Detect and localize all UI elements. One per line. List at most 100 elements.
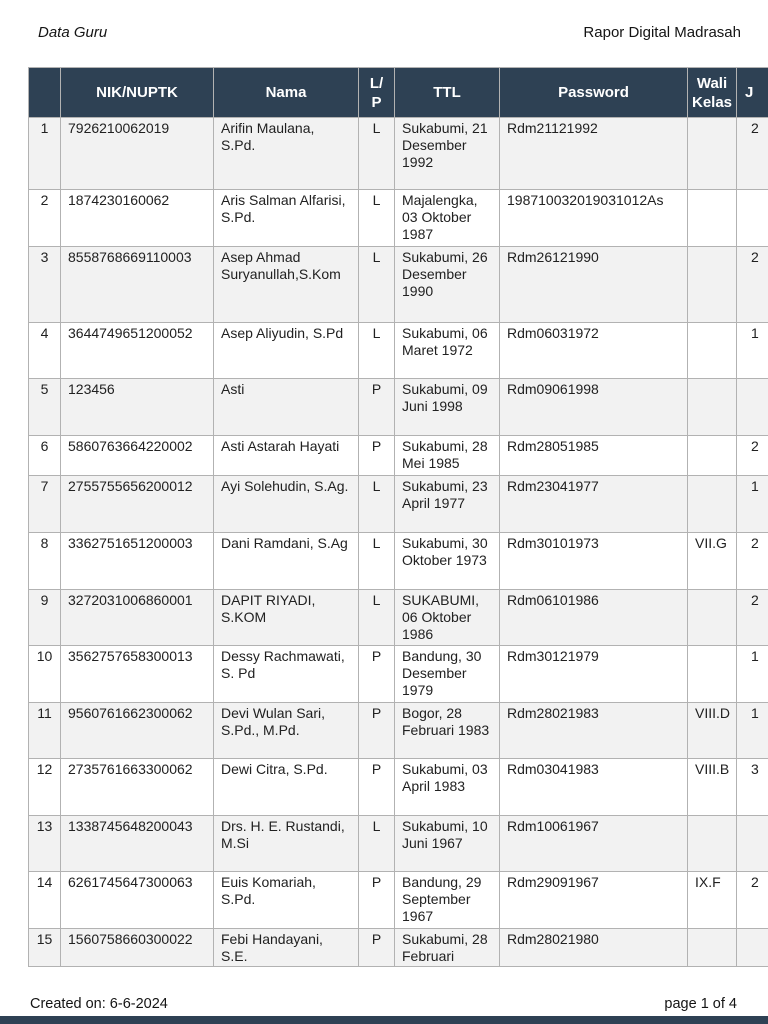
cell-lp: L <box>358 246 395 323</box>
cell-ttl: Sukabumi, 10 Juni 1967 <box>394 815 500 872</box>
col-header-nik: NIK/NUPTK <box>60 67 214 118</box>
cell-no: 7 <box>28 475 61 533</box>
table-row: 15 1560758660300022 Febi Handayani, S.E. P S… <box>28 928 768 966</box>
guru-table: NIK/NUPTK Nama L/P TTL Password Wali Kel… <box>28 67 768 966</box>
cell-lp: P <box>358 645 395 703</box>
col-header-wali-kelas: Wali Kelas <box>687 67 737 118</box>
table-row: 11 9560761662300062 Devi Wulan Sari, S.Pd.… <box>28 702 768 759</box>
cell-nama: Aris Salman Alfarisi, S.Pd. <box>213 189 359 247</box>
next-page-header-bar <box>0 1016 768 1024</box>
cell-nik: 9560761662300062 <box>60 702 214 759</box>
col-header-no <box>28 67 61 118</box>
cell-lp: P <box>358 435 395 476</box>
cell-password: Rdm09061998 <box>499 378 688 436</box>
cell-ttl: Sukabumi, 28 Februari <box>394 928 500 966</box>
cell-nama: DAPIT RIYADI, S.KOM <box>213 589 359 646</box>
guru-table-container: NIK/NUPTK Nama L/P TTL Password Wali Kel… <box>28 67 768 967</box>
table-row: 8 3362751651200003 Dani Ramdani, S.Ag L Suka… <box>28 532 768 590</box>
cell-ttl: Bandung, 30 Desember 1979 <box>394 645 500 703</box>
guru-table-body: 1 7926210062019 Arifin Maulana, S.Pd. L Suka… <box>28 117 768 966</box>
table-row: 2 1874230160062 Aris Salman Alfarisi, S.Pd… <box>28 189 768 247</box>
cell-password: Rdm06031972 <box>499 322 688 379</box>
cell-ttl: Sukabumi, 26 Desember 1990 <box>394 246 500 323</box>
cell-nama: Dewi Citra, S.Pd. <box>213 758 359 816</box>
table-row: 12 2735761663300062 Dewi Citra, S.Pd. P Suka… <box>28 758 768 816</box>
cell-password: Rdm30121979 <box>499 645 688 703</box>
cell-wali_kelas <box>687 117 737 190</box>
col-header-jml: J <box>736 67 768 118</box>
cell-lp: L <box>358 322 395 379</box>
cell-no: 3 <box>28 246 61 323</box>
cell-jml: 2 <box>736 117 768 190</box>
cell-password: 198710032019031012As <box>499 189 688 247</box>
cell-nama: Euis Komariah, S.Pd. <box>213 871 359 929</box>
cell-wali_kelas <box>687 435 737 476</box>
doc-title: Data Guru <box>38 24 108 41</box>
cell-wali_kelas: IX.F <box>687 871 737 929</box>
col-header-lp: L/P <box>358 67 395 118</box>
cell-no: 11 <box>28 702 61 759</box>
cell-password: Rdm21121992 <box>499 117 688 190</box>
cell-wali_kelas <box>687 189 737 247</box>
cell-jml: 1 <box>736 322 768 379</box>
cell-nama: Dessy Rachmawati, S. Pd <box>213 645 359 703</box>
table-row: 10 3562757658300013 Dessy Rachmawati, S. P… <box>28 645 768 703</box>
cell-nama: Ayi Solehudin, S.Ag. <box>213 475 359 533</box>
app-title: Rapor Digital Madrasah <box>583 24 741 41</box>
cell-wali_kelas <box>687 378 737 436</box>
cell-no: 8 <box>28 532 61 590</box>
cell-nama: Asti <box>213 378 359 436</box>
cell-nik: 3644749651200052 <box>60 322 214 379</box>
cell-ttl: SUKABUMI, 06 Oktober 1986 <box>394 589 500 646</box>
cell-password: Rdm28051985 <box>499 435 688 476</box>
cell-jml: 3 <box>736 758 768 816</box>
cell-nik: 7926210062019 <box>60 117 214 190</box>
cell-jml: 2 <box>736 435 768 476</box>
cell-jml <box>736 815 768 872</box>
cell-nama: Febi Handayani, S.E. <box>213 928 359 966</box>
cell-nik: 3272031006860001 <box>60 589 214 646</box>
cell-nik: 2755755656200012 <box>60 475 214 533</box>
cell-nama: Arifin Maulana, S.Pd. <box>213 117 359 190</box>
cell-password: Rdm29091967 <box>499 871 688 929</box>
table-row: 6 5860763664220002 Asti Astarah Hayati P Suk… <box>28 435 768 476</box>
cell-wali_kelas <box>687 246 737 323</box>
cell-nama: Devi Wulan Sari, S.Pd., M.Pd. <box>213 702 359 759</box>
cell-jml: 2 <box>736 532 768 590</box>
table-row: 1 7926210062019 Arifin Maulana, S.Pd. L Suka… <box>28 117 768 190</box>
cell-jml: 2 <box>736 589 768 646</box>
col-header-password: Password <box>499 67 688 118</box>
cell-lp: L <box>358 589 395 646</box>
col-header-nama: Nama <box>213 67 359 118</box>
cell-lp: L <box>358 815 395 872</box>
cell-no: 6 <box>28 435 61 476</box>
cell-no: 13 <box>28 815 61 872</box>
table-row: 4 3644749651200052 Asep Aliyudin, S.Pd L Suk… <box>28 322 768 379</box>
table-header-row: NIK/NUPTK Nama L/P TTL Password Wali Kel… <box>28 67 768 118</box>
cell-wali_kelas <box>687 322 737 379</box>
cell-nik: 123456 <box>60 378 214 436</box>
table-row: 14 6261745647300063 Euis Komariah, S.Pd. P B… <box>28 871 768 929</box>
cell-nik: 8558768669110003 <box>60 246 214 323</box>
cell-lp: P <box>358 928 395 966</box>
cell-password: Rdm03041983 <box>499 758 688 816</box>
cell-password: Rdm26121990 <box>499 246 688 323</box>
cell-no: 14 <box>28 871 61 929</box>
cell-password: Rdm23041977 <box>499 475 688 533</box>
cell-nama: Dani Ramdani, S.Ag <box>213 532 359 590</box>
cell-nik: 1560758660300022 <box>60 928 214 966</box>
cell-jml <box>736 378 768 436</box>
cell-no: 5 <box>28 378 61 436</box>
cell-password: Rdm10061967 <box>499 815 688 872</box>
cell-jml: 1 <box>736 645 768 703</box>
cell-nik: 1338745648200043 <box>60 815 214 872</box>
table-row: 3 8558768669110003 Asep Ahmad Suryanullah,… <box>28 246 768 323</box>
cell-ttl: Sukabumi, 28 Mei 1985 <box>394 435 500 476</box>
cell-nik: 1874230160062 <box>60 189 214 247</box>
cell-lp: P <box>358 702 395 759</box>
cell-wali_kelas <box>687 645 737 703</box>
cell-jml <box>736 928 768 966</box>
cell-ttl: Sukabumi, 09 Juni 1998 <box>394 378 500 436</box>
cell-no: 12 <box>28 758 61 816</box>
cell-jml: 1 <box>736 475 768 533</box>
